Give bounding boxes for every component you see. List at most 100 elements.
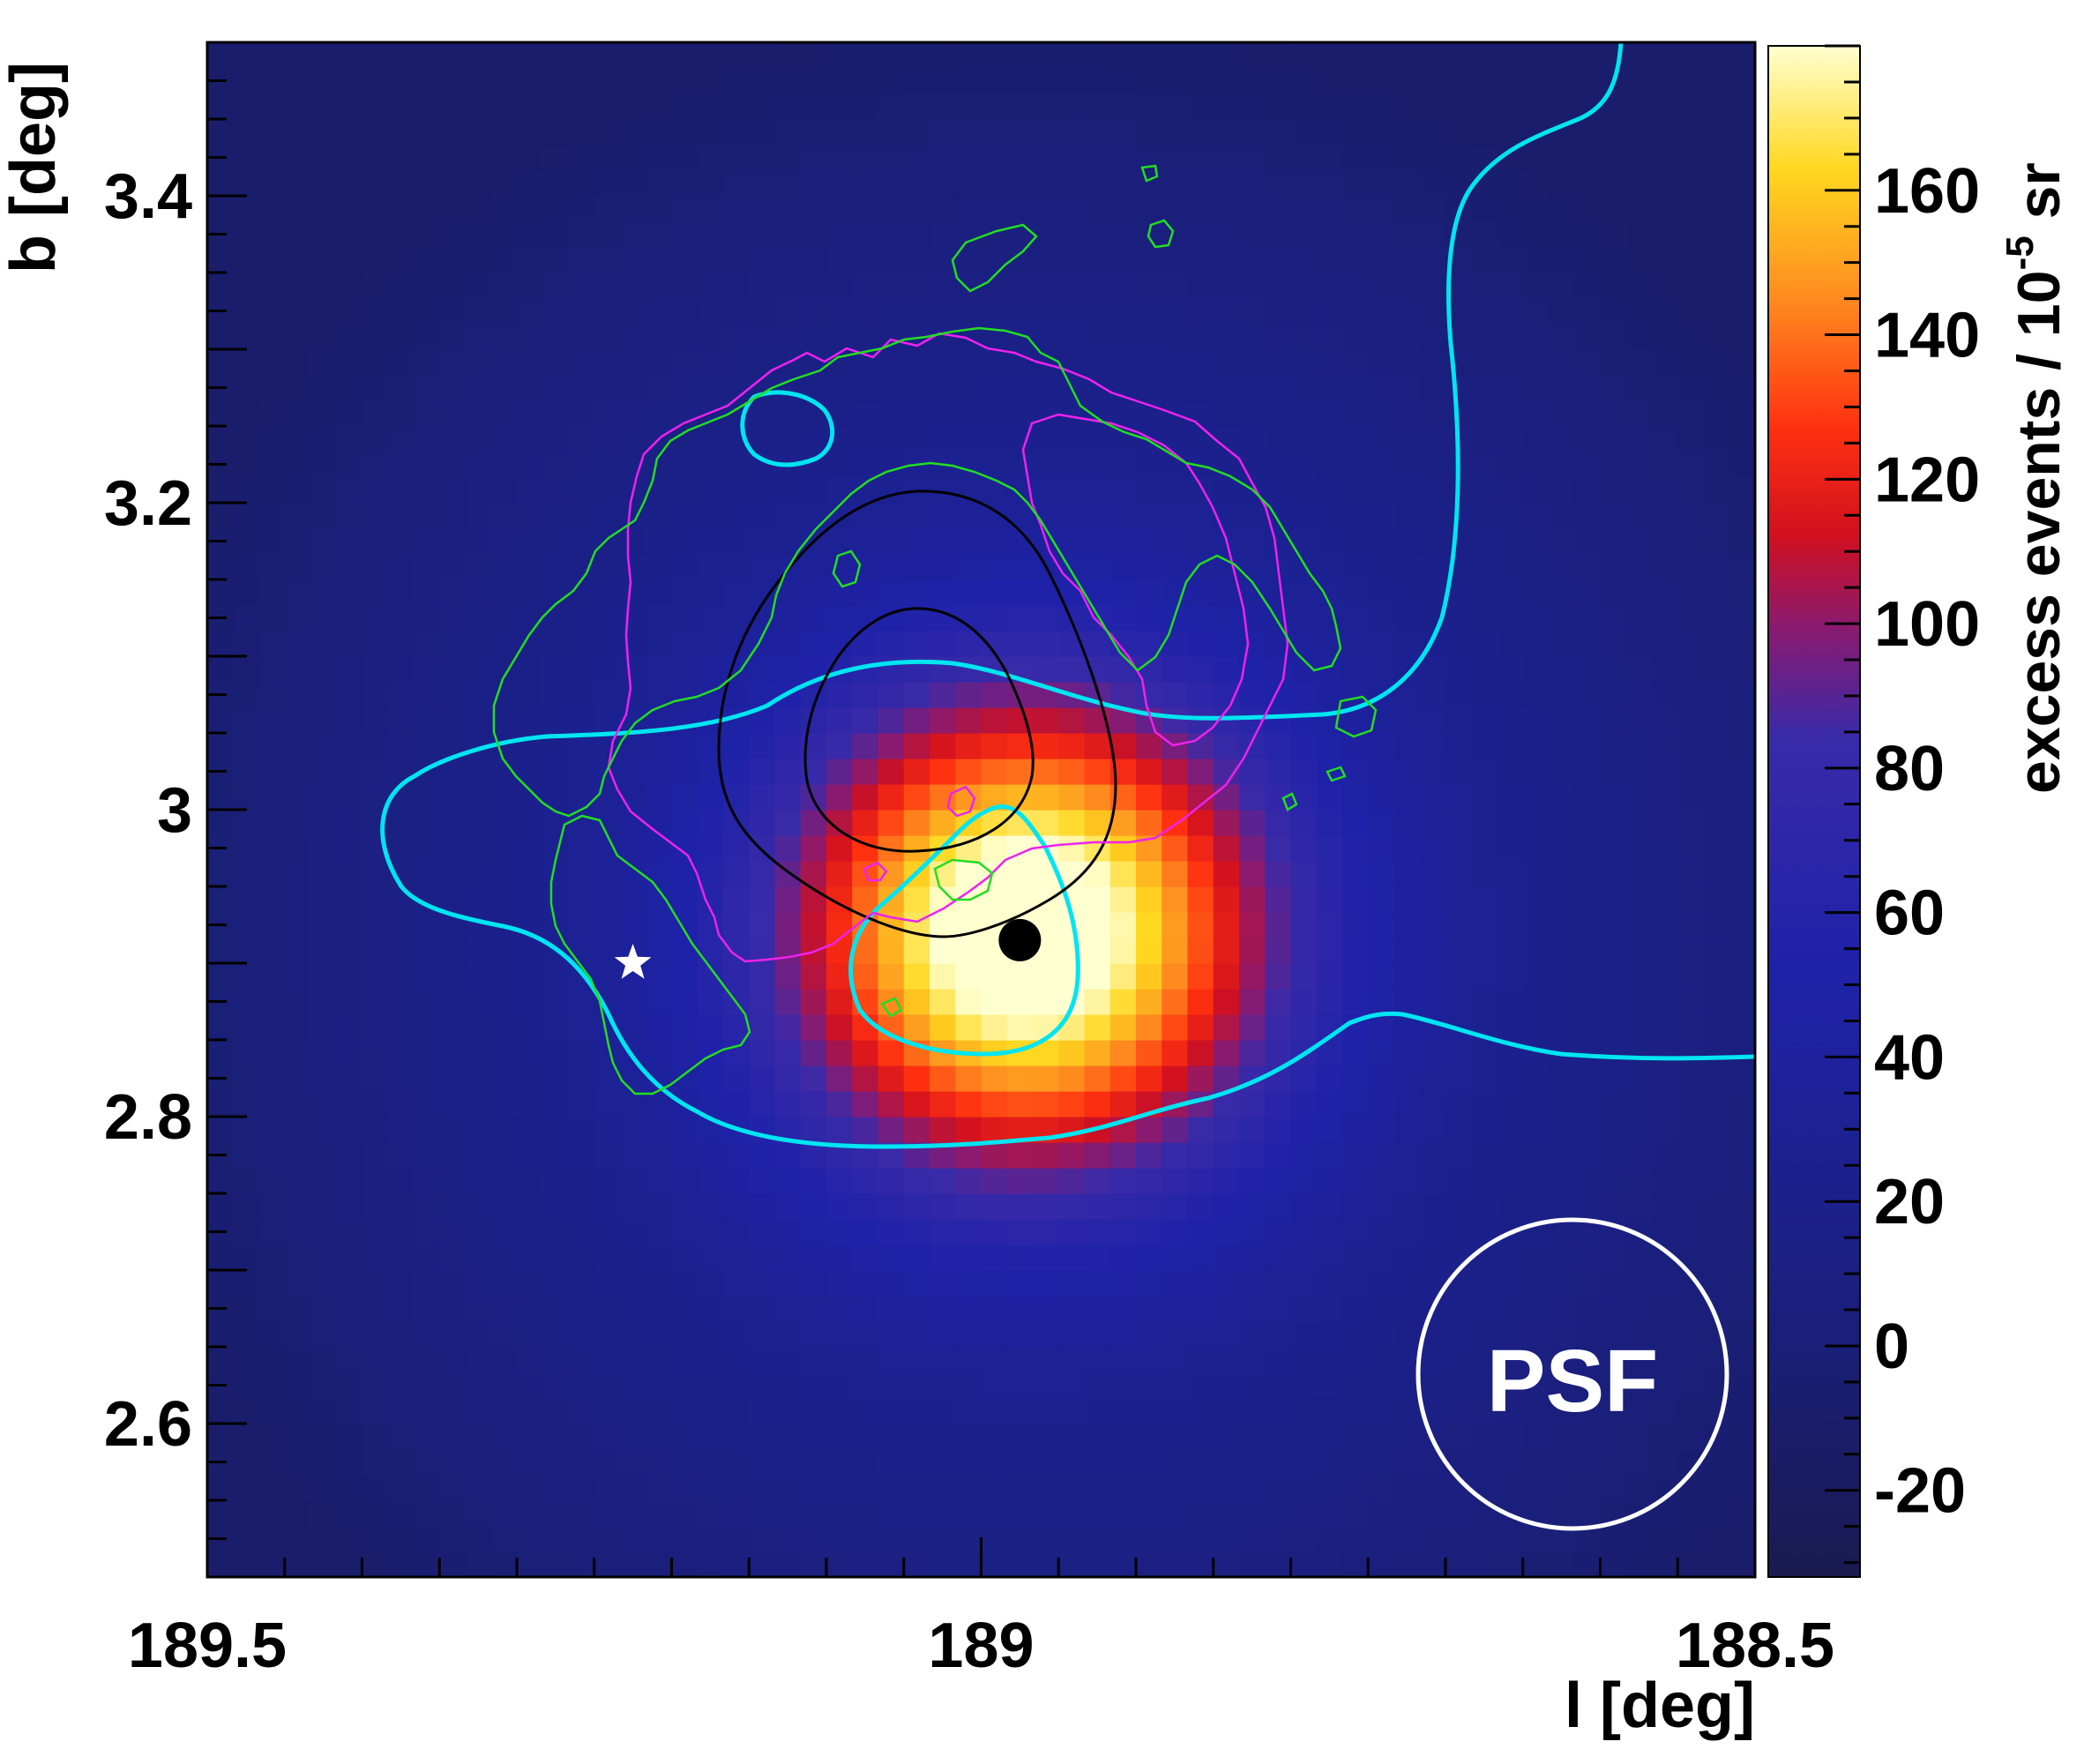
heatmap-cell [233,221,260,248]
heatmap-cell [1162,298,1189,325]
heatmap-cell [1677,656,1705,683]
heatmap-cell [1006,1347,1034,1373]
heatmap-cell [1239,1424,1266,1450]
heatmap-cell [362,1475,389,1501]
heatmap-cell [774,400,802,427]
heatmap-cell [258,196,286,222]
heatmap-cell [852,68,879,94]
heatmap-cell [517,1296,543,1322]
heatmap-cell [1471,1091,1498,1117]
heatmap-cell [903,631,930,657]
heatmap-cell [620,579,646,606]
heatmap-cell [233,196,260,222]
heatmap-cell [1316,528,1343,555]
heatmap-cell [1419,1500,1446,1527]
heatmap-cell [1342,1551,1369,1577]
heatmap-cell [517,42,543,69]
heatmap-cell [1342,835,1369,862]
heatmap-cell [620,1219,646,1245]
heatmap-cell [233,1014,260,1041]
heatmap-cell [233,912,260,938]
heatmap-cell [1213,886,1240,913]
heatmap-cell [414,93,440,120]
heatmap-cell [878,1449,905,1476]
heatmap-cell [1703,477,1730,504]
heatmap-cell [1239,682,1266,708]
heatmap-cell [1522,477,1550,504]
heatmap-cell [1419,733,1446,759]
heatmap-cell [903,1296,930,1322]
heatmap-cell [1549,759,1575,785]
heatmap-cell [284,1142,311,1169]
heatmap-cell [1703,1193,1730,1220]
heatmap-cell [310,196,337,222]
heatmap-cell [1677,759,1705,785]
heatmap-cell [284,1065,311,1092]
heatmap-cell [800,1296,827,1322]
heatmap-cell [1574,119,1602,146]
heatmap-cell [542,1245,570,1271]
heatmap-cell [1522,631,1550,657]
heatmap-cell [697,656,724,683]
heatmap-cell [414,42,440,69]
heatmap-cell [439,656,467,683]
heatmap-cell [981,375,1008,401]
heatmap-cell [336,886,363,913]
heatmap-cell [362,170,389,197]
heatmap-cell [1625,784,1653,811]
heatmap-cell [1368,247,1395,273]
heatmap-cell [1006,1424,1034,1450]
heatmap-cell [749,861,776,887]
heatmap-cell [1136,784,1162,811]
heatmap-cell [1006,145,1034,171]
heatmap-cell [1549,400,1575,427]
heatmap-cell [490,810,518,836]
heatmap-cell [852,707,879,734]
heatmap-cell [1058,1551,1086,1577]
heatmap-cell [233,1142,260,1169]
heatmap-cell [981,477,1008,504]
heatmap-cell [800,42,827,69]
heatmap-cell [1471,68,1498,94]
heatmap-cell [697,989,724,1015]
heatmap-cell [671,298,698,325]
heatmap-cell [749,1296,776,1322]
heatmap-cell [1033,656,1059,683]
heatmap-cell [336,273,363,299]
heatmap-cell [1006,1168,1034,1194]
heatmap-cell [1522,1168,1550,1194]
heatmap-cell [1445,1424,1472,1450]
heatmap-cell [284,1398,311,1424]
heatmap-cell [930,196,956,222]
heatmap-cell [1703,528,1730,555]
heatmap-cell [646,605,673,632]
heatmap-cell [1703,579,1730,606]
heatmap-cell [646,145,673,171]
heatmap-cell [1006,963,1034,990]
heatmap-cell [1162,1270,1189,1297]
heatmap-cell [1471,273,1498,299]
heatmap-cell [1006,170,1034,197]
heatmap-cell [1342,1321,1369,1348]
heatmap-cell [490,477,518,504]
heatmap-cell [1729,963,1755,990]
heatmap-cell [336,528,363,555]
heatmap-cell [233,1500,260,1527]
heatmap-cell [439,324,467,350]
heatmap-cell [1445,1245,1472,1271]
heatmap-cell [284,759,311,785]
heatmap-cell [981,93,1008,120]
heatmap-cell [1084,1347,1111,1373]
heatmap-cell [1187,1372,1214,1399]
heatmap-cell [594,93,621,120]
heatmap-cell [1703,145,1730,171]
heatmap-cell [981,349,1008,376]
heatmap-cell [336,835,363,862]
heatmap-cell [1549,810,1575,836]
heatmap-cell [1265,452,1292,478]
heatmap-cell [542,1193,570,1220]
heatmap-cell [1574,861,1602,887]
heatmap-cell [284,196,311,222]
heatmap-cell [336,221,363,248]
heatmap-cell [207,196,234,222]
